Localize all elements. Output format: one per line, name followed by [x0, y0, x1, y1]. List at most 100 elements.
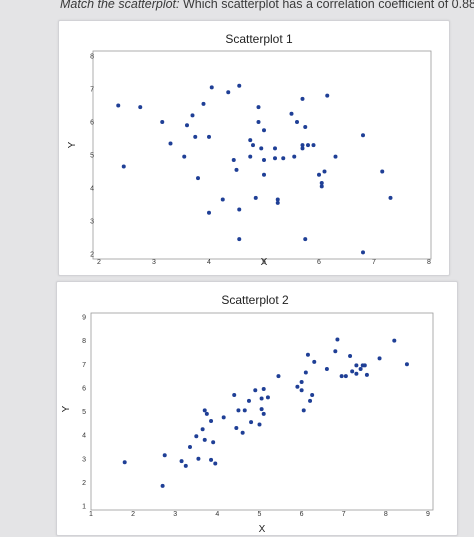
data-point [236, 408, 241, 413]
y-tick-label: 7 [90, 87, 94, 94]
y-tick-label: 4 [90, 186, 94, 193]
y-tick-label: 7 [82, 362, 86, 369]
data-point [194, 434, 199, 439]
data-point [333, 154, 338, 159]
y-tick-label: 3 [82, 456, 86, 463]
data-point [234, 167, 239, 172]
data-point [311, 143, 316, 148]
question-prefix: Match the scatterplot: [60, 0, 180, 11]
data-point [257, 422, 262, 427]
data-point [350, 369, 355, 374]
data-point [185, 123, 189, 128]
data-point [116, 103, 121, 108]
data-point [256, 120, 261, 124]
chart-title: Scatterplot 1 [225, 32, 293, 46]
data-point [358, 366, 363, 371]
data-point [404, 362, 409, 367]
data-point [182, 154, 187, 159]
data-point [333, 349, 338, 354]
data-point [380, 169, 385, 174]
x-tick-label: 6 [300, 511, 304, 518]
data-point [335, 337, 340, 342]
data-point [211, 440, 216, 445]
x-tick-label: 4 [207, 259, 211, 266]
y-tick-label: 5 [90, 153, 94, 160]
data-point [237, 237, 242, 242]
data-point [253, 195, 258, 200]
data-point [221, 415, 226, 420]
x-tick-labels: 2 3 4 5 6 7 8 [97, 259, 431, 266]
data-point [207, 210, 211, 215]
data-point [292, 154, 297, 159]
data-point [220, 197, 225, 202]
data-point [248, 138, 253, 143]
y-tick-label: 2 [90, 252, 94, 259]
data-point [262, 128, 266, 133]
data-point [162, 453, 167, 458]
y-tick-labels: 1 2 3 4 5 6 7 8 9 [82, 315, 86, 511]
data-point [190, 113, 195, 118]
data-point [325, 93, 330, 98]
data-point [242, 408, 247, 413]
x-tick-label: 2 [131, 511, 135, 518]
plot-frame [90, 312, 434, 511]
data-point [204, 411, 209, 416]
data-point [261, 411, 266, 416]
data-point [262, 157, 266, 162]
data-point [364, 372, 369, 377]
data-point [273, 156, 277, 161]
data-point [319, 184, 324, 189]
data-point [317, 172, 321, 177]
x-tick-label: 8 [427, 259, 431, 266]
x-axis-label: X [261, 257, 268, 268]
data-point [303, 124, 308, 129]
x-tick-label: 7 [372, 259, 376, 266]
y-tick-label: 9 [82, 315, 86, 322]
data-point [259, 396, 264, 401]
plot-frame [92, 50, 432, 260]
y-axis-label: Y [67, 141, 78, 148]
data-point [308, 398, 313, 403]
data-point [299, 388, 304, 393]
data-points [116, 83, 393, 255]
y-tick-label: 4 [82, 433, 86, 440]
data-point [253, 388, 258, 393]
scatterplot-2-panel: Scatterplot 2 1 2 3 4 5 6 7 8 9 1 2 3 4 5 6 7 8 9 X Y [56, 281, 458, 536]
data-point [196, 456, 201, 461]
data-point [248, 154, 253, 159]
data-point [232, 392, 237, 397]
y-tick-label: 3 [90, 219, 94, 226]
data-point [361, 133, 365, 138]
data-point [196, 176, 200, 181]
data-point [209, 418, 214, 423]
data-point [240, 430, 245, 435]
x-tick-label: 9 [426, 511, 430, 518]
data-point [259, 407, 264, 412]
question-text: Match the scatterplot: Which scatterplot… [60, 0, 474, 11]
data-point [138, 105, 143, 110]
data-point [193, 134, 198, 139]
x-tick-label: 7 [342, 511, 346, 518]
data-point [202, 437, 207, 442]
data-point [207, 134, 211, 139]
data-point [209, 85, 214, 90]
data-point [187, 444, 192, 449]
data-point [202, 408, 207, 413]
data-point [306, 143, 310, 148]
data-point [226, 90, 231, 95]
data-point [303, 370, 308, 375]
data-point [261, 387, 266, 392]
data-point [201, 101, 206, 106]
data-point [276, 374, 281, 379]
data-point [256, 105, 261, 110]
y-tick-label: 2 [82, 480, 86, 487]
y-tick-label: 1 [82, 504, 86, 511]
data-point [300, 146, 305, 151]
x-tick-label: 3 [152, 259, 156, 266]
data-point [275, 200, 280, 205]
y-tick-label: 8 [82, 338, 86, 345]
x-tick-label: 5 [262, 259, 266, 266]
x-tick-label: 5 [258, 511, 262, 518]
data-point [348, 353, 353, 358]
data-point [300, 143, 305, 148]
